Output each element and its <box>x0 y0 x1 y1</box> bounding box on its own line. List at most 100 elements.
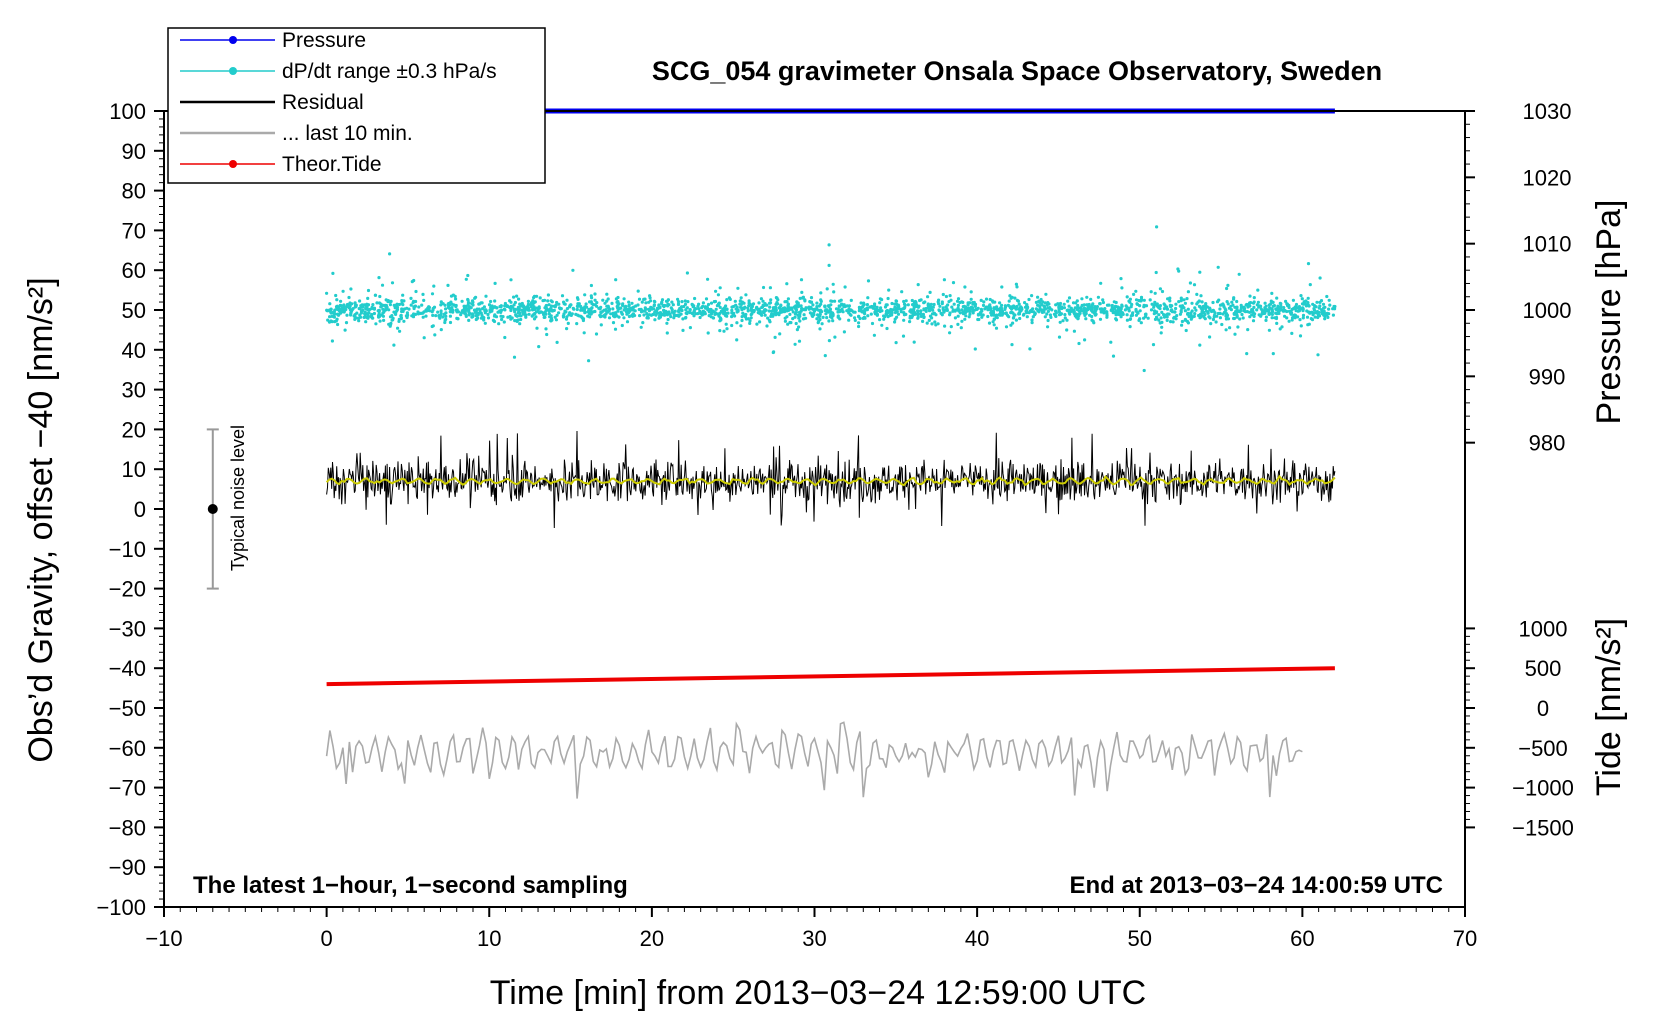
dpdt-point <box>390 281 395 285</box>
dpdt-point <box>853 316 857 320</box>
dpdt-point <box>1267 312 1271 316</box>
dpdt-point <box>1114 305 1118 309</box>
dpdt-point <box>875 305 879 309</box>
dpdt-point <box>1083 338 1087 342</box>
dpdt-point <box>1301 313 1306 317</box>
dpdt-point <box>613 315 617 319</box>
dpdt-point <box>470 315 474 319</box>
dpdt-point <box>549 319 553 323</box>
dpdt-point <box>1321 302 1326 306</box>
dpdt-point <box>372 311 376 316</box>
dpdt-point <box>433 333 437 337</box>
dpdt-point <box>575 307 579 312</box>
dpdt-point <box>1025 303 1029 307</box>
dpdt-point <box>377 276 381 280</box>
legend-box <box>167 27 546 184</box>
legend: Pressure dP/dt range ±0.3 hPa/s Residual..… <box>167 27 546 184</box>
dpdt-point <box>878 301 882 305</box>
dpdt-point <box>1135 302 1140 306</box>
dpdt-point <box>1226 283 1230 287</box>
dpdt-point <box>1105 315 1109 319</box>
dpdt-point <box>487 303 492 307</box>
dpdt-point <box>562 312 566 316</box>
dpdt-point <box>692 310 696 314</box>
dpdt-point <box>1022 312 1026 316</box>
noise-level-label: Typical noise level <box>228 425 248 571</box>
dpdt-point <box>566 321 570 325</box>
dpdt-point <box>673 309 677 313</box>
dpdt-point <box>576 302 580 306</box>
dpdt-point <box>865 306 869 310</box>
dpdt-point <box>553 315 557 319</box>
dpdt-point <box>733 299 737 303</box>
dpdt-point <box>1270 316 1274 320</box>
x-tick-label: 40 <box>965 926 989 951</box>
dpdt-point <box>1039 297 1043 302</box>
dpdt-point <box>930 322 934 326</box>
dpdt-point <box>583 308 587 312</box>
dpdt-point <box>628 309 632 313</box>
dpdt-point <box>339 307 343 311</box>
dpdt-point <box>380 313 384 317</box>
dpdt-point <box>894 341 898 345</box>
dpdt-point <box>946 303 950 307</box>
dpdt-point <box>448 301 452 305</box>
dpdt-point <box>1011 321 1015 325</box>
dpdt-point <box>537 311 541 315</box>
dpdt-point <box>638 314 642 318</box>
dpdt-point <box>1014 305 1018 309</box>
dpdt-point <box>400 301 404 305</box>
dpdt-point <box>401 293 405 297</box>
dpdt-point <box>1159 331 1163 335</box>
y-axis-label-pressure: Pressure [hPa] <box>1590 200 1628 425</box>
dpdt-point <box>380 304 384 308</box>
dpdt-point <box>845 309 849 313</box>
dpdt-point <box>1235 299 1239 304</box>
dpdt-point <box>611 307 615 311</box>
dpdt-point <box>1186 311 1190 315</box>
dpdt-point <box>800 290 804 294</box>
dpdt-point <box>588 300 592 304</box>
dpdt-point <box>400 309 404 314</box>
dpdt-point <box>576 297 580 301</box>
dpdt-point <box>1143 315 1148 319</box>
dpdt-point <box>751 302 756 306</box>
dpdt-point <box>885 313 889 317</box>
dpdt-point <box>677 313 682 317</box>
legend-entry-label: Residual <box>282 91 364 114</box>
dpdt-point <box>1127 306 1131 311</box>
dpdt-point <box>1109 308 1113 312</box>
dpdt-point <box>890 301 894 306</box>
dpdt-point <box>1123 308 1127 312</box>
dpdt-point <box>521 308 525 312</box>
dpdt-point <box>1128 317 1132 321</box>
legend-swatch-marker <box>229 67 237 75</box>
dpdt-point <box>1223 310 1227 314</box>
dpdt-point <box>831 282 835 286</box>
dpdt-point <box>815 301 819 305</box>
dpdt-point <box>1046 318 1050 323</box>
dpdt-point <box>989 311 993 315</box>
dpdt-point <box>478 308 482 313</box>
dpdt-point <box>431 324 435 328</box>
dpdt-point <box>1174 306 1178 311</box>
dpdt-point <box>645 312 649 316</box>
dpdt-point <box>857 309 862 313</box>
dpdt-point <box>662 313 667 317</box>
dpdt-point <box>339 311 343 315</box>
dpdt-point <box>544 309 548 313</box>
dpdt-point <box>331 271 335 275</box>
dpdt-point <box>1046 309 1050 313</box>
dpdt-point <box>1143 312 1148 316</box>
dpdt-point <box>971 301 975 305</box>
dpdt-point <box>1138 317 1142 321</box>
dpdt-point <box>1067 304 1071 308</box>
dpdt-point <box>934 313 938 317</box>
dpdt-point <box>1267 328 1271 332</box>
dpdt-point <box>1306 310 1311 314</box>
dpdt-point <box>925 321 929 325</box>
dpdt-point <box>797 310 802 314</box>
y-tick-label-left: 40 <box>122 338 146 363</box>
dpdt-point <box>943 324 947 328</box>
dpdt-point <box>1263 301 1267 305</box>
